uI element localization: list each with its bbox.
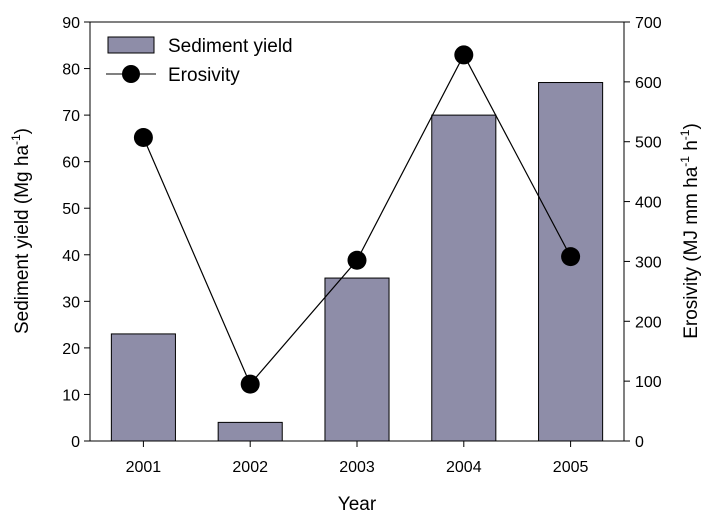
legend-swatch-sediment-yield	[107, 36, 155, 54]
right-tick-label: 200	[635, 314, 662, 331]
bar-series-sediment-yield	[110, 82, 604, 442]
left-tick-label: 20	[62, 341, 80, 358]
x-tick-label: 2001	[126, 459, 162, 476]
left-tick-label: 70	[62, 108, 80, 125]
left-tick-label: 90	[62, 15, 80, 32]
legend-label-sediment-yield: Sediment yield	[168, 36, 293, 57]
right-tick-label: 400	[635, 195, 662, 212]
bar-2002	[217, 421, 283, 442]
erosivity-point-2004	[454, 45, 474, 65]
left-tick-label: 80	[62, 62, 80, 79]
x-tick-label: 2005	[553, 459, 589, 476]
x-axis: 2001 2002 2003 2004 2005	[126, 441, 589, 476]
left-tick-label: 40	[62, 248, 80, 265]
right-axis: 0 100 200 300 400 500 600 700	[624, 15, 662, 451]
left-tick-label: 30	[62, 294, 80, 311]
legend-marker-erosivity	[122, 65, 140, 83]
legend-label-erosivity: Erosivity	[168, 65, 240, 86]
right-tick-label: 0	[635, 434, 644, 451]
bar-2001	[110, 333, 176, 442]
x-axis-title: Year	[338, 494, 377, 515]
bar-2003	[324, 277, 390, 442]
erosivity-point-2003	[347, 250, 367, 270]
left-tick-label: 60	[62, 155, 80, 172]
erosivity-point-2002	[240, 374, 260, 394]
right-tick-label: 100	[635, 374, 662, 391]
right-tick-label: 700	[635, 15, 662, 32]
left-tick-label: 50	[62, 201, 80, 218]
left-axis-title: Sediment yield (Mg ha-1)	[9, 128, 33, 334]
left-axis: 0 10 20 30 40 50 60 70 80 90	[62, 15, 90, 451]
x-tick-label: 2003	[339, 459, 375, 476]
right-tick-label: 600	[635, 75, 662, 92]
x-tick-label: 2002	[232, 459, 268, 476]
bar-2004	[431, 114, 497, 442]
right-axis-title: Erosivity (MJ mm ha-1 h-1)	[678, 123, 702, 339]
x-tick-label: 2004	[446, 459, 482, 476]
left-tick-label: 10	[62, 387, 80, 404]
erosivity-point-2005	[561, 247, 581, 267]
right-tick-label: 300	[635, 254, 662, 271]
erosivity-point-2001	[133, 128, 153, 148]
right-tick-label: 500	[635, 135, 662, 152]
left-tick-label: 0	[71, 434, 80, 451]
legend: Sediment yield Erosivity	[106, 36, 293, 86]
line-series-erosivity	[133, 45, 581, 394]
